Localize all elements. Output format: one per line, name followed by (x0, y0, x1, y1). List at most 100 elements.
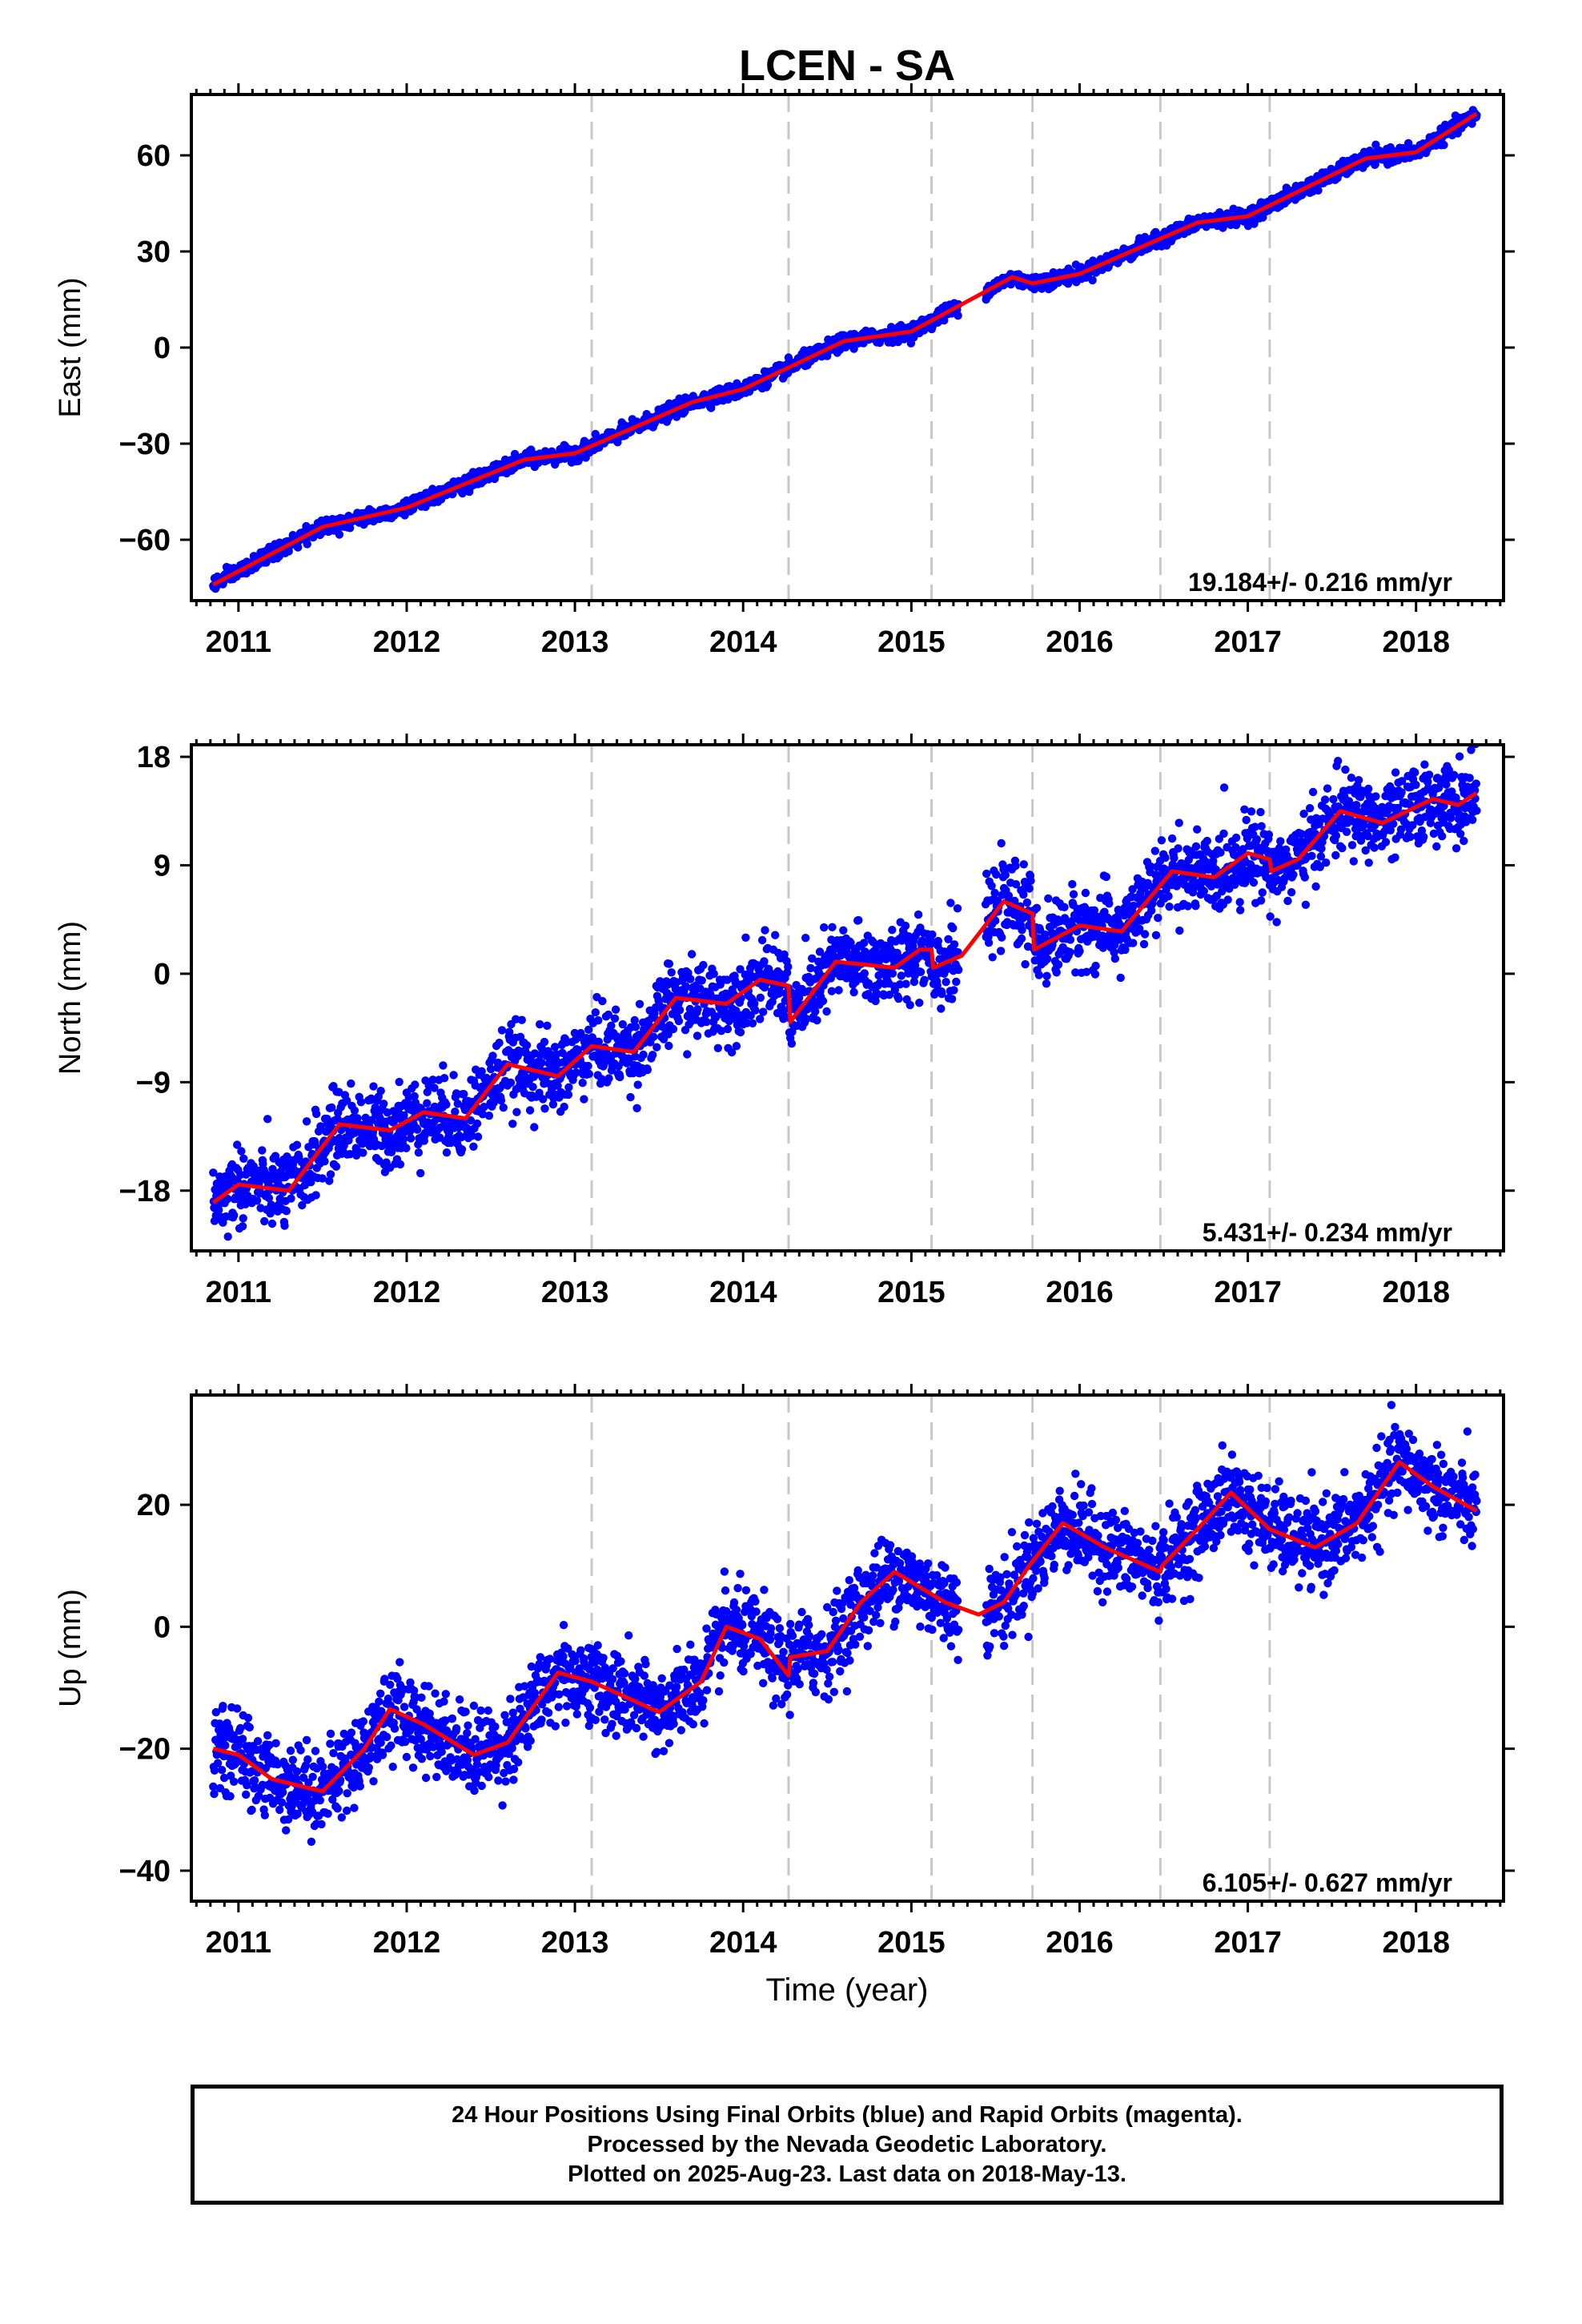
data-point (451, 1108, 460, 1116)
data-point (287, 1194, 295, 1203)
data-point (460, 1090, 468, 1099)
data-point (572, 1068, 580, 1077)
data-point (934, 936, 943, 946)
model-fit-line (212, 111, 1478, 587)
data-point (938, 990, 946, 999)
data-point (416, 1168, 425, 1178)
data-point (239, 1214, 247, 1223)
data-point (439, 1061, 448, 1070)
data-point (686, 975, 695, 983)
panel-east: 2011 2012 2013 2014 2015 2016 2017 201860300−30… (54, 83, 1515, 659)
data-point (282, 1207, 291, 1216)
data-point (604, 1074, 613, 1083)
data-point (616, 1072, 624, 1082)
data-point (1091, 961, 1100, 971)
data-point (528, 1083, 537, 1092)
data-point (1135, 924, 1144, 934)
data-point (760, 957, 769, 966)
data-point (584, 1061, 592, 1071)
data-point (674, 1016, 684, 1026)
data-point (1164, 891, 1173, 901)
data-point (693, 1031, 702, 1040)
data-point (1151, 870, 1160, 879)
data-point (736, 1027, 745, 1037)
data-point (402, 1144, 411, 1152)
data-point (457, 1145, 467, 1154)
data-point (369, 1082, 378, 1091)
y-tick-label: 60 (137, 139, 171, 173)
data-point (741, 933, 750, 943)
data-point (238, 1222, 247, 1231)
data-point (395, 1077, 404, 1087)
data-point (347, 1079, 355, 1088)
data-point (252, 1196, 262, 1205)
data-point (717, 1027, 726, 1035)
data-point (854, 915, 863, 925)
data-point (326, 1170, 335, 1179)
data-point (828, 923, 837, 932)
data-point (387, 1148, 396, 1157)
data-point (320, 1157, 329, 1166)
data-point (849, 987, 858, 997)
data-point (517, 1015, 526, 1024)
data-point (1017, 934, 1026, 943)
data-point (396, 1160, 405, 1169)
data-point (449, 1071, 458, 1080)
data-point (1175, 926, 1184, 935)
data-point (423, 1088, 432, 1096)
data-point (693, 1005, 702, 1014)
data-point (885, 991, 894, 999)
data-points (209, 106, 1481, 593)
data-point (950, 986, 958, 995)
data-point (292, 1140, 302, 1149)
data-point (683, 1050, 692, 1059)
data-point (928, 930, 937, 939)
data-point (258, 1146, 267, 1155)
data-point (1090, 970, 1100, 979)
x-tick-label: 2011 (206, 625, 271, 659)
data-point (350, 1106, 359, 1116)
data-point (897, 971, 906, 980)
data-point (249, 1162, 259, 1171)
data-point (982, 869, 991, 879)
data-point (271, 1152, 280, 1160)
data-point (942, 978, 950, 987)
data-point (819, 923, 829, 932)
data-point (665, 1041, 673, 1051)
data-point (233, 1140, 242, 1149)
data-point (873, 991, 881, 999)
data-point (294, 543, 303, 552)
data-point (712, 1012, 721, 1021)
data-point (702, 1017, 711, 1027)
data-point (808, 954, 817, 963)
data-point (578, 1079, 587, 1088)
data-point (346, 524, 355, 533)
data-point (756, 993, 765, 1003)
data-point (335, 530, 344, 539)
data-point (905, 1000, 914, 1010)
data-point (915, 999, 924, 1007)
data-point (413, 1125, 422, 1134)
data-point (1146, 862, 1155, 871)
data-point (480, 1103, 488, 1112)
data-point (1026, 876, 1035, 885)
data-point (466, 1116, 476, 1125)
data-point (635, 999, 644, 1009)
data-point (1069, 890, 1078, 899)
x-tick-label: 2012 (373, 625, 441, 659)
data-point (414, 1148, 424, 1157)
data-points (209, 745, 1481, 1241)
data-point (1150, 846, 1160, 855)
data-point (860, 939, 869, 947)
data-point (1044, 894, 1053, 903)
data-point (1041, 930, 1050, 939)
data-point (1139, 939, 1149, 949)
data-point (484, 1112, 494, 1120)
data-point (1128, 885, 1137, 894)
data-point (1068, 879, 1077, 889)
data-point (1165, 903, 1174, 911)
data-point (223, 1194, 232, 1204)
data-point (802, 1015, 811, 1023)
data-point (1147, 906, 1156, 915)
data-point (442, 1148, 452, 1157)
